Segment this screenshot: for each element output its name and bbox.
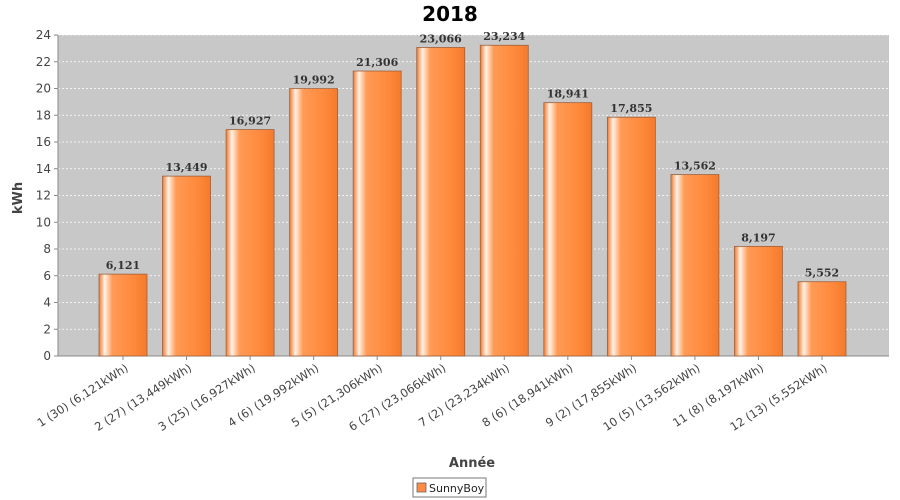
y-tick-label: 24 bbox=[36, 28, 51, 42]
y-tick-label: 10 bbox=[36, 215, 51, 229]
data-label: 6,121 bbox=[106, 259, 140, 272]
y-tick-label: 6 bbox=[43, 269, 51, 283]
data-label: 21,306 bbox=[356, 56, 398, 69]
data-label: 23,234 bbox=[483, 30, 525, 43]
y-tick-label: 12 bbox=[36, 189, 51, 203]
y-axis-title: kWh bbox=[11, 182, 26, 214]
data-label: 18,941 bbox=[547, 88, 589, 101]
y-tick-label: 14 bbox=[36, 162, 51, 176]
bar bbox=[416, 47, 466, 357]
y-tick-label: 4 bbox=[43, 296, 51, 310]
bar bbox=[797, 281, 847, 357]
chart-title: 2018 bbox=[422, 2, 478, 26]
data-label: 8,197 bbox=[741, 231, 775, 244]
y-tick-label: 18 bbox=[36, 108, 51, 122]
data-label: 16,927 bbox=[229, 115, 271, 128]
y-tick-label: 8 bbox=[43, 242, 51, 256]
y-tick-label: 20 bbox=[36, 82, 51, 96]
data-label: 13,449 bbox=[165, 161, 207, 174]
y-tick-label: 2 bbox=[43, 322, 51, 336]
bar bbox=[543, 102, 593, 357]
bar bbox=[162, 175, 211, 357]
bar bbox=[225, 129, 275, 357]
bar bbox=[352, 70, 402, 357]
bar bbox=[734, 245, 783, 357]
data-label: 17,855 bbox=[610, 102, 652, 115]
bar bbox=[479, 44, 529, 357]
bar bbox=[289, 88, 339, 357]
data-label: 23,066 bbox=[420, 32, 462, 45]
data-label: 13,562 bbox=[674, 160, 716, 173]
bar bbox=[98, 273, 148, 357]
y-tick-label: 0 bbox=[43, 349, 51, 363]
data-label: 5,552 bbox=[805, 267, 839, 280]
y-tick-label: 16 bbox=[36, 135, 51, 149]
bar bbox=[670, 174, 720, 357]
legend: SunnyBoy bbox=[412, 477, 487, 498]
data-label: 19,992 bbox=[293, 74, 335, 87]
legend-label-sunnyboy: SunnyBoy bbox=[429, 482, 485, 495]
x-axis-title: Année bbox=[449, 456, 495, 471]
legend-box bbox=[412, 477, 487, 498]
legend-swatch-sunnyboy bbox=[416, 482, 427, 493]
y-tick-label: 22 bbox=[36, 55, 51, 69]
bar bbox=[606, 116, 656, 357]
